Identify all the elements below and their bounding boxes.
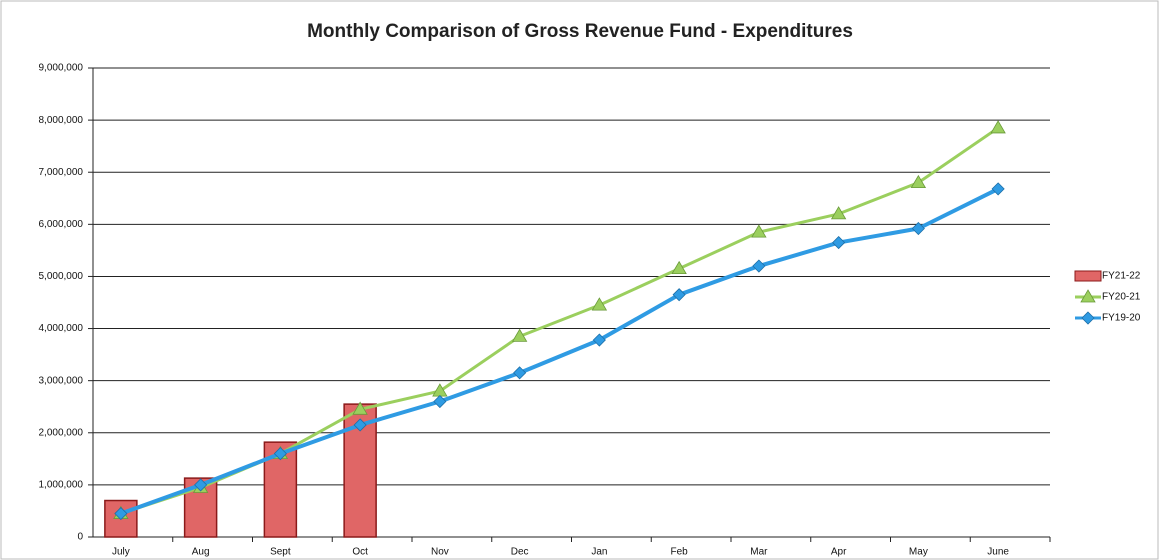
- point: [911, 221, 925, 236]
- x-tick-label: Feb: [671, 547, 689, 558]
- point: [592, 333, 606, 347]
- point: [194, 478, 208, 492]
- x-tick-label: Nov: [431, 547, 449, 558]
- point: [353, 418, 367, 432]
- y-tick-label: 4,000,000: [39, 323, 84, 334]
- point: [513, 366, 527, 380]
- legend-label: FY19-20: [1102, 313, 1141, 324]
- legend-swatch: [1074, 270, 1102, 282]
- point: [433, 394, 447, 409]
- point: [671, 260, 687, 275]
- point: [830, 206, 847, 220]
- x-tick-label: Sept: [270, 547, 291, 558]
- legend-marker: [1081, 311, 1095, 325]
- y-tick-label: 5,000,000: [39, 271, 84, 282]
- y-tick-label: 3,000,000: [39, 375, 84, 386]
- point: [591, 297, 608, 311]
- x-tick-label: May: [909, 547, 928, 558]
- line: [120, 187, 1000, 516]
- x-tick-label: Mar: [750, 547, 768, 558]
- y-tick-label: 8,000,000: [39, 115, 84, 126]
- legend-marker: [1080, 289, 1096, 303]
- point: [990, 120, 1006, 134]
- legend-label: FY21-22: [1102, 271, 1141, 282]
- point: [352, 401, 368, 415]
- y-tick-label: 2,000,000: [39, 427, 84, 438]
- point: [910, 174, 927, 189]
- x-tick-label: Jan: [591, 547, 607, 558]
- point: [832, 236, 846, 250]
- y-tick-label: 0: [77, 532, 83, 543]
- y-tick-label: 6,000,000: [39, 219, 84, 230]
- point: [273, 447, 287, 461]
- x-tick-label: Apr: [831, 547, 847, 558]
- x-tick-label: Aug: [192, 547, 210, 558]
- x-tick-label: Dec: [511, 547, 529, 558]
- y-tick-label: 9,000,000: [39, 63, 84, 74]
- x-tick-label: June: [987, 547, 1009, 558]
- point: [511, 328, 528, 342]
- y-tick-label: 1,000,000: [39, 480, 84, 491]
- x-tick-label: Oct: [352, 547, 368, 558]
- point: [751, 224, 767, 238]
- point: [991, 182, 1005, 196]
- point: [672, 288, 686, 302]
- point: [752, 259, 766, 273]
- x-tick-label: July: [112, 547, 130, 558]
- legend-label: FY20-21: [1102, 292, 1141, 303]
- y-tick-label: 7,000,000: [39, 167, 84, 178]
- point: [114, 506, 128, 521]
- chart-title: Monthly Comparison of Gross Revenue Fund…: [307, 21, 853, 42]
